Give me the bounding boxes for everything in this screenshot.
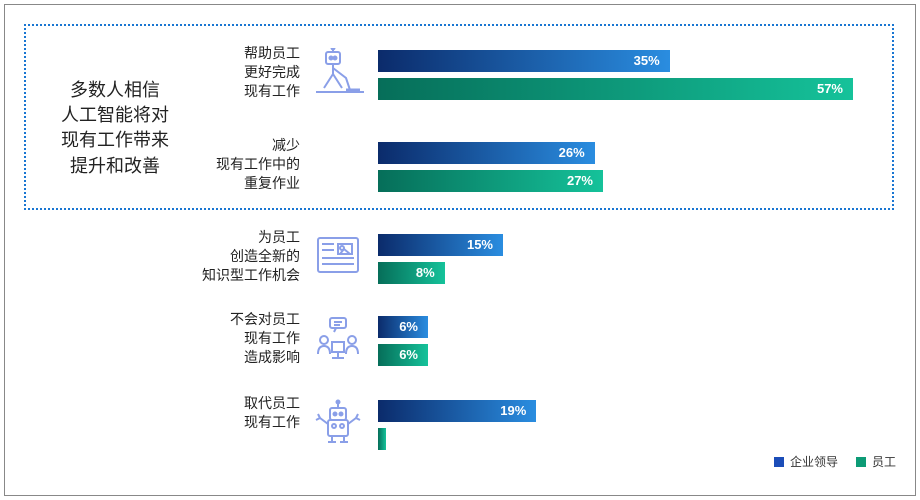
legend-item-employee: 员工 — [856, 453, 896, 470]
bar-value-leader: 26% — [378, 142, 595, 164]
robot-dig-icon — [310, 48, 366, 96]
bar-value-employee: 6% — [378, 344, 428, 366]
row-label: 取代员工现有工作 — [180, 394, 300, 432]
chart-row: 为员工创造全新的知识型工作机会 15% 8% — [0, 228, 920, 292]
chart-row: 不会对员工现有工作造成影响 6% 6% — [0, 310, 920, 374]
bar-employee: 57% — [378, 78, 900, 100]
bar-value-employee: 8% — [378, 262, 445, 284]
bar-leader: 15% — [378, 234, 900, 256]
chart-row: 取代员工现有工作 19% — [0, 394, 920, 458]
bar-leader: 35% — [378, 50, 900, 72]
legend-label-leader: 企业领导 — [790, 453, 838, 470]
bar-value-leader: 15% — [378, 234, 503, 256]
legend-swatch-leader — [774, 457, 784, 467]
bar-employee: 6% — [378, 344, 900, 366]
robot-arms-icon — [310, 398, 366, 446]
legend-item-leader: 企业领导 — [774, 453, 838, 470]
legend: 企业领导 员工 — [774, 453, 896, 470]
chart-row: 帮助员工更好完成现有工作 35% 57% — [0, 44, 920, 108]
row-label: 不会对员工现有工作造成影响 — [180, 310, 300, 367]
bar-employee: 27% — [378, 170, 900, 192]
document-icon — [310, 232, 366, 280]
bar-value-leader: 35% — [378, 50, 670, 72]
bar-leader: 6% — [378, 316, 900, 338]
bar-value-employee: 27% — [378, 170, 603, 192]
bar-group: 6% 6% — [378, 316, 900, 372]
row-label: 帮助员工更好完成现有工作 — [180, 44, 300, 101]
legend-label-employee: 员工 — [872, 453, 896, 470]
bar-value-employee: 57% — [378, 78, 853, 100]
bar-group: 19% — [378, 400, 900, 456]
bar-employee — [378, 428, 900, 450]
chart-row: 减少现有工作中的重复作业 26% 27% — [0, 136, 920, 200]
bar-leader: 26% — [378, 142, 900, 164]
bar-employee: 8% — [378, 262, 900, 284]
row-label: 减少现有工作中的重复作业 — [180, 136, 300, 193]
bar-group: 35% 57% — [378, 50, 900, 106]
bar-value-leader: 6% — [378, 316, 428, 338]
bar-group: 15% 8% — [378, 234, 900, 290]
bar-leader: 19% — [378, 400, 900, 422]
people-chat-icon — [310, 314, 366, 362]
row-label: 为员工创造全新的知识型工作机会 — [180, 228, 300, 285]
bar-value-leader: 19% — [378, 400, 536, 422]
legend-swatch-employee — [856, 457, 866, 467]
bar-group: 26% 27% — [378, 142, 900, 198]
